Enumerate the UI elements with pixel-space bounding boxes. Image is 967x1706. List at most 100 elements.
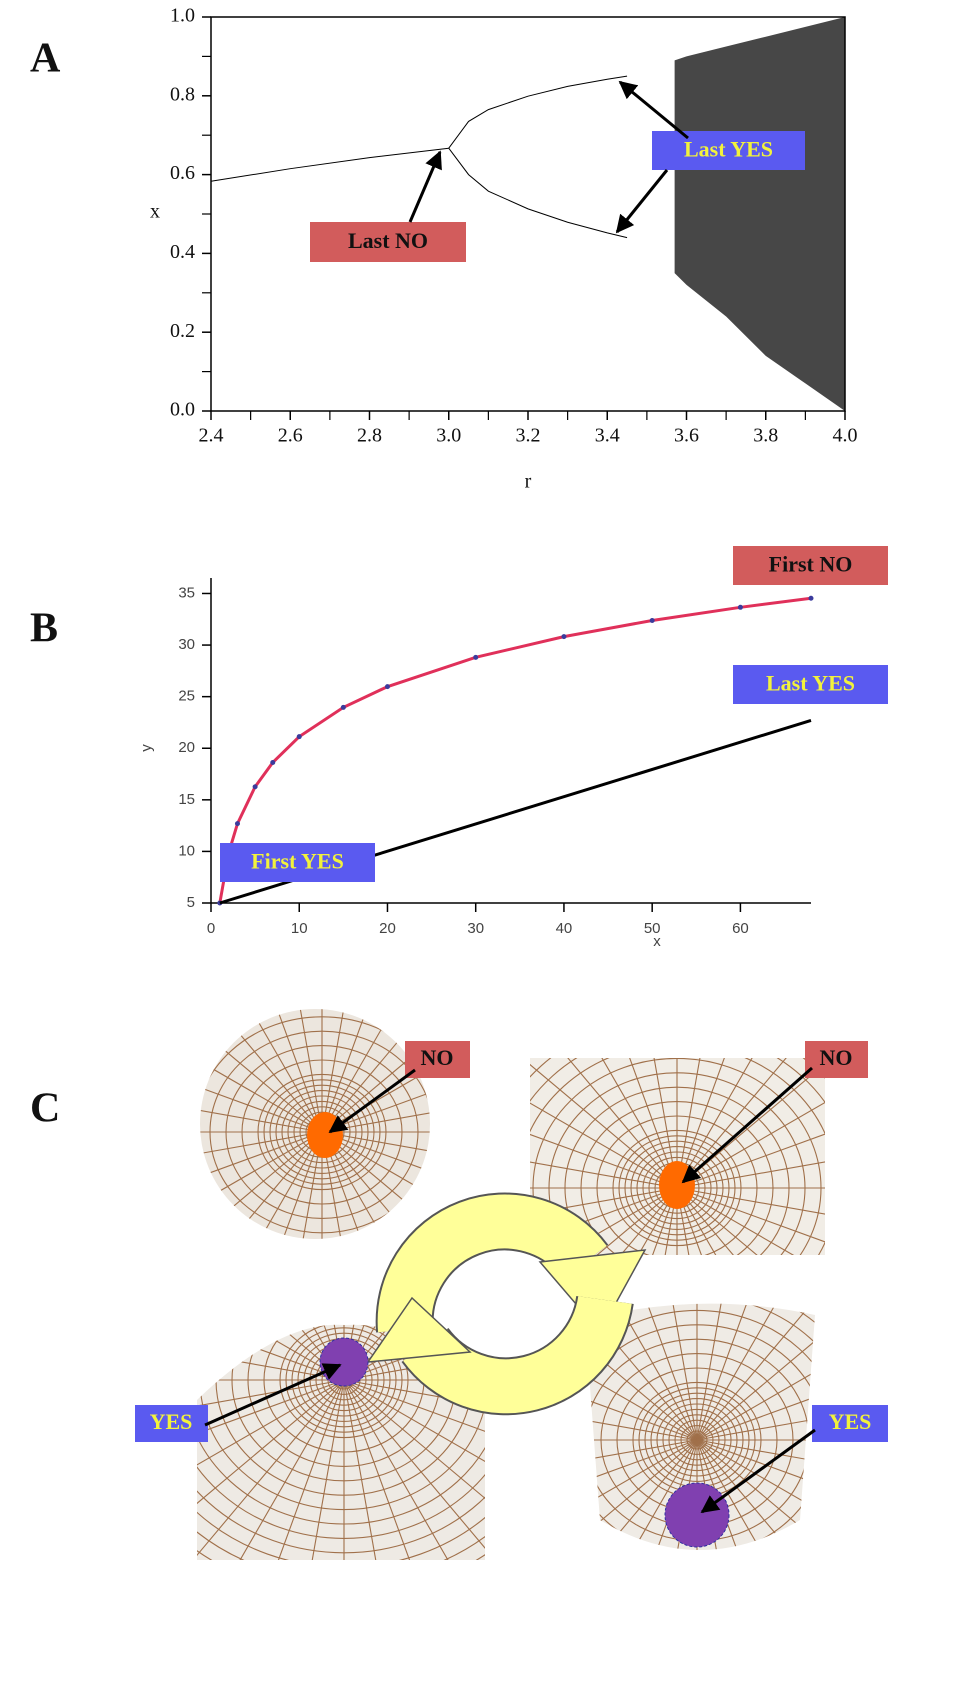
- mesh-spoke: [200, 1028, 323, 1133]
- mesh-spoke: [530, 1102, 678, 1189]
- arrow: [681, 1066, 813, 1184]
- mesh-spoke: [676, 1133, 825, 1189]
- mesh-spoke: [343, 1324, 485, 1381]
- mesh-spoke: [585, 1303, 698, 1441]
- point: [234, 821, 240, 827]
- point: [649, 618, 655, 624]
- line: [448, 147, 628, 239]
- mesh-spoke: [200, 1131, 323, 1239]
- mesh-spoke: [321, 1131, 430, 1239]
- x-tick-label: 40: [556, 920, 573, 937]
- mesh-spoke: [197, 1379, 345, 1560]
- mesh-spoke: [676, 1063, 825, 1189]
- mesh-spoke: [585, 1439, 698, 1493]
- mesh-spoke: [644, 1303, 698, 1441]
- mesh-spoke: [343, 1324, 448, 1381]
- mesh-spoke: [696, 1439, 815, 1550]
- y-tick-label: 25: [178, 688, 195, 705]
- x-tick-label: 2.4: [199, 425, 224, 447]
- mesh-spoke: [200, 1009, 323, 1133]
- point: [737, 604, 743, 610]
- mesh-spoke: [593, 1439, 698, 1550]
- x-tick-label: 3.8: [753, 425, 778, 447]
- mesh-spoke: [676, 1187, 690, 1255]
- point: [808, 595, 814, 601]
- arrow: [618, 80, 689, 140]
- x-axis-label: r: [525, 471, 532, 493]
- y-axis-label: x: [150, 201, 160, 223]
- diagram-label: NO: [820, 1045, 853, 1070]
- mesh-spoke: [343, 1324, 485, 1381]
- point: [252, 784, 258, 790]
- cycle-arrow: [377, 1194, 607, 1333]
- mesh-spoke: [197, 1327, 345, 1381]
- y-tick-label: 10: [178, 842, 195, 859]
- x-tick-label: 3.6: [674, 425, 699, 447]
- mesh-spoke: [696, 1303, 815, 1441]
- mesh-spoke: [343, 1379, 485, 1531]
- y-tick-label: 0.2: [170, 320, 195, 342]
- annotation: First YES: [251, 849, 344, 874]
- point: [384, 684, 390, 690]
- line: [210, 147, 449, 182]
- y-tick-label: 0.4: [170, 241, 195, 263]
- x-tick-label: 2.8: [357, 425, 382, 447]
- mesh-spoke: [200, 1079, 323, 1133]
- arrow: [700, 1428, 816, 1514]
- mesh-spoke: [530, 1187, 678, 1215]
- mesh-spoke: [585, 1387, 698, 1441]
- line: [448, 75, 628, 149]
- mesh-spoke: [696, 1387, 815, 1441]
- mesh-spoke: [197, 1379, 345, 1531]
- mesh-spoke: [269, 1009, 323, 1133]
- mesh-spoke: [343, 1379, 397, 1560]
- yes-marker: [319, 1337, 369, 1387]
- mesh-spoke: [218, 1131, 323, 1239]
- x-tick-label: 60: [732, 920, 749, 937]
- mesh-spoke: [676, 1058, 725, 1189]
- mesh-spoke: [321, 1131, 430, 1185]
- mesh-spoke: [240, 1324, 345, 1381]
- mesh-spoke: [321, 1131, 426, 1239]
- mesh-spoke: [676, 1187, 734, 1255]
- mesh-spoke: [585, 1336, 698, 1441]
- arrow-head: [538, 1249, 647, 1334]
- mesh-spoke: [652, 1187, 678, 1255]
- y-tick-label: 0.6: [170, 162, 195, 184]
- diagram-label: NO: [421, 1045, 454, 1070]
- y-tick-label: 0.0: [170, 399, 195, 421]
- label-box: [135, 1405, 208, 1442]
- mesh-spoke: [200, 1131, 323, 1239]
- annotation-box: [733, 665, 888, 704]
- mesh-images: [197, 1009, 825, 1560]
- mesh-spoke: [676, 1187, 825, 1243]
- mesh-spoke: [321, 1009, 430, 1133]
- mesh-spoke: [559, 1187, 678, 1255]
- y-tick-label: 0.8: [170, 83, 195, 105]
- y-axis-label: y: [138, 744, 155, 752]
- mesh-spoke: [197, 1324, 345, 1381]
- no-marker: [659, 1161, 695, 1209]
- point: [270, 759, 276, 765]
- annotation-box: [220, 843, 375, 882]
- mesh-spoke: [197, 1324, 345, 1381]
- x-tick-label: 4.0: [833, 425, 858, 447]
- mesh-spoke: [585, 1439, 698, 1544]
- mesh-spoke: [676, 1101, 825, 1189]
- mesh-spoke: [696, 1303, 815, 1441]
- mesh-spoke: [596, 1187, 678, 1255]
- mesh-spoke: [637, 1187, 678, 1255]
- mesh-spoke: [696, 1439, 815, 1550]
- mesh-spoke: [601, 1058, 678, 1189]
- mesh-spoke: [653, 1058, 678, 1189]
- mesh-spoke: [696, 1439, 801, 1550]
- panel-label: B: [30, 606, 58, 652]
- mesh-spoke: [696, 1439, 815, 1544]
- cycle-arrow: [403, 1295, 632, 1414]
- yes-marker: [664, 1482, 730, 1548]
- panel-label: A: [30, 36, 61, 82]
- mesh-spoke: [343, 1324, 397, 1381]
- y-tick-label: 20: [178, 739, 195, 756]
- diagram-label: YES: [829, 1409, 872, 1434]
